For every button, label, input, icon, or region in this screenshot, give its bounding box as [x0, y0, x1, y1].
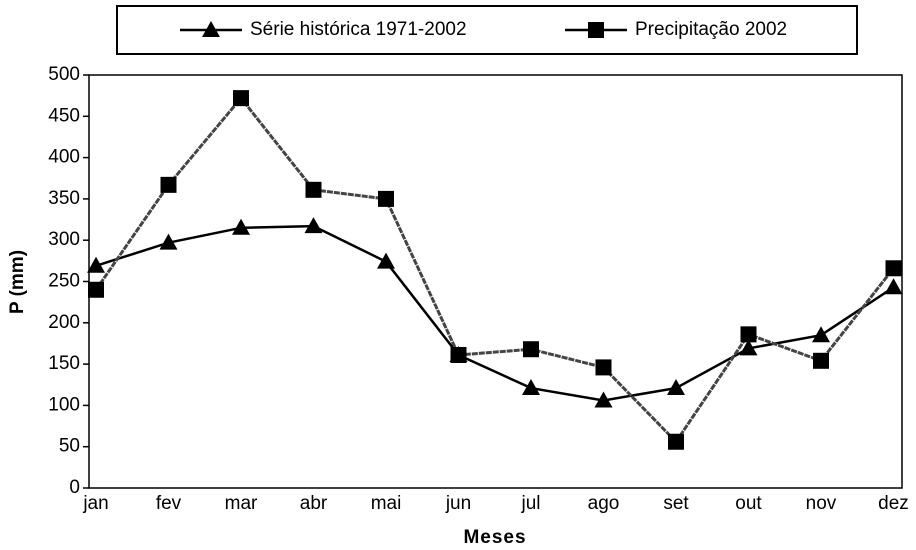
x-tick-label: jul: [520, 493, 540, 514]
y-tick-label: 150: [48, 353, 80, 374]
square-marker: [595, 359, 612, 376]
y-tick-label: 250: [48, 271, 80, 292]
triangle-marker: [87, 256, 105, 273]
square-marker: [88, 281, 104, 298]
triangle-marker: [739, 339, 758, 356]
y-tick-label: 200: [48, 312, 80, 333]
y-tick-label: 400: [48, 147, 80, 168]
x-tick-label: mar: [225, 493, 258, 514]
series-line: [94, 95, 895, 445]
y-axis-label: P (mm): [7, 250, 28, 314]
y-tick-label: 500: [48, 64, 80, 85]
triangle-marker: [667, 379, 685, 396]
legend-marker: [202, 21, 220, 37]
plot-frame: [88, 74, 903, 489]
triangle-marker: [377, 252, 395, 269]
legend-marker: [588, 22, 604, 38]
square-marker: [305, 181, 322, 198]
x-tick-label: ago: [588, 493, 620, 514]
square-marker: [160, 176, 177, 193]
x-tick-label: jun: [445, 493, 471, 514]
x-tick-label: out: [735, 493, 762, 514]
x-tick-label: dez: [878, 493, 909, 514]
square-marker: [740, 326, 757, 343]
square-marker: [668, 433, 684, 450]
y-tick-label: 50: [59, 436, 80, 457]
square-marker: [523, 341, 539, 358]
y-tick-label: 350: [48, 188, 80, 209]
x-tick-label: mai: [371, 493, 402, 514]
triangle-marker: [884, 278, 903, 295]
square-marker: [450, 347, 467, 364]
x-tick-label: jan: [82, 493, 108, 514]
x-tick-label: abr: [300, 493, 328, 514]
square-marker: [233, 90, 249, 107]
legend-label: Série histórica 1971-2002: [250, 19, 467, 40]
series-line: [95, 224, 895, 402]
x-tick-label: set: [663, 493, 689, 514]
square-marker: [885, 260, 902, 277]
square-marker: [378, 190, 394, 207]
triangle-marker: [812, 326, 830, 343]
x-tick-label: fev: [156, 493, 182, 514]
y-tick-label: 0: [69, 477, 80, 498]
y-tick-label: 450: [48, 105, 80, 126]
x-axis-label: Meses: [463, 527, 526, 548]
triangle-marker: [232, 218, 250, 235]
y-tick-label: 300: [48, 229, 80, 250]
triangle-marker: [159, 233, 178, 250]
triangle-marker: [594, 391, 613, 408]
square-marker: [813, 352, 829, 369]
x-tick-label: nov: [806, 493, 837, 514]
triangle-marker: [304, 217, 323, 234]
y-tick-label: 100: [48, 394, 80, 415]
legend-label: Precipitação 2002: [635, 19, 787, 40]
triangle-marker: [522, 379, 540, 396]
